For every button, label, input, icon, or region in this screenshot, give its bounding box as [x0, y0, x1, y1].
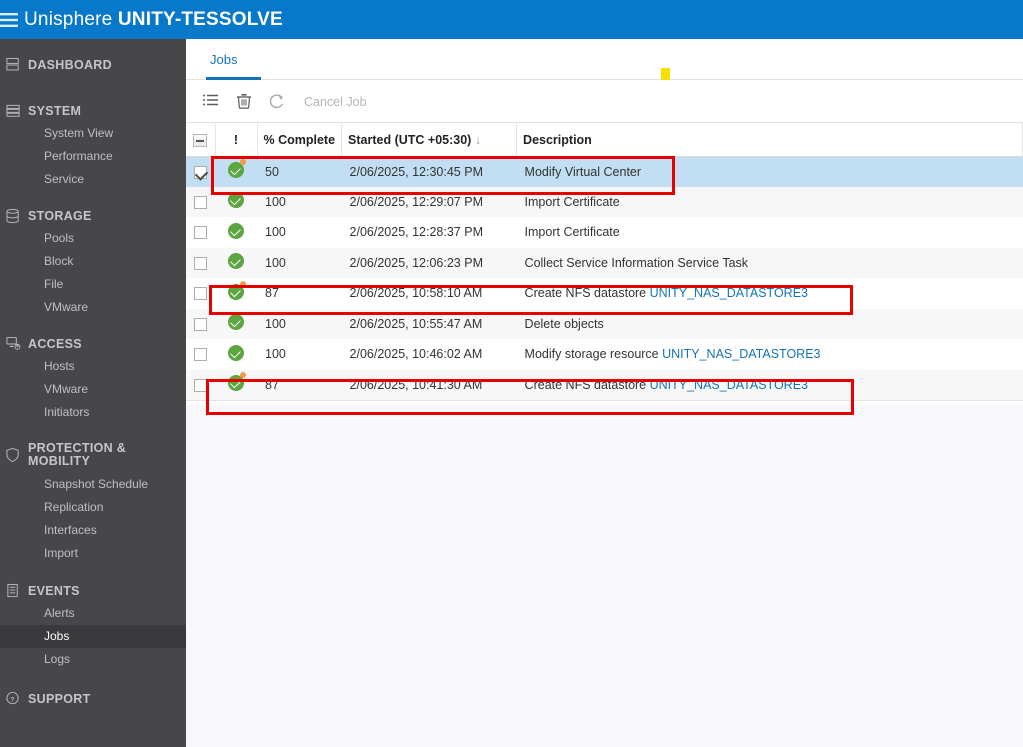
svg-text:?: ? — [10, 696, 14, 703]
